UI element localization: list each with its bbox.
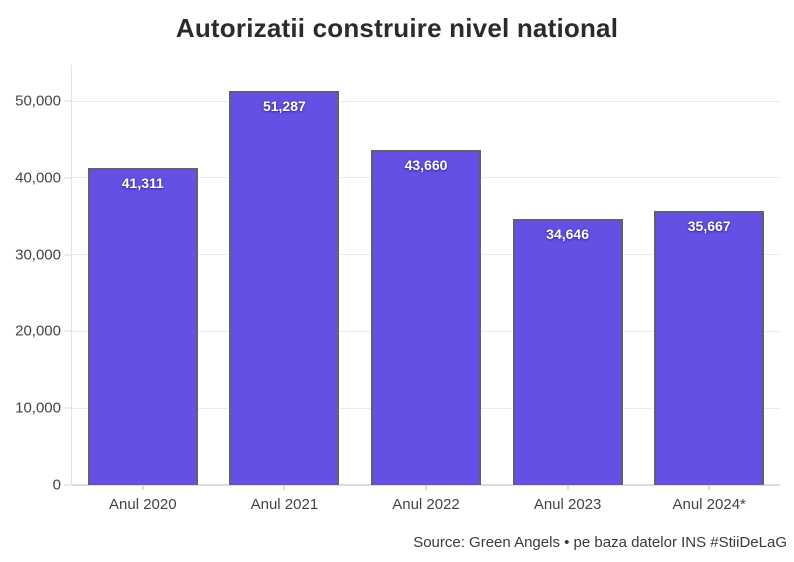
bar-value-label: 41,311 — [121, 174, 164, 191]
y-axis-tick — [64, 100, 71, 103]
bar-value-label: 35,667 — [687, 218, 731, 235]
x-axis-tick-label: Anul 2022 — [392, 496, 460, 513]
x-axis-tick — [708, 485, 711, 490]
bar-value-label: 43,660 — [404, 156, 448, 173]
y-axis-tick-label: 50,000 — [15, 92, 61, 110]
plot-area: 0 10,000 20,000 30,000 40,000 50,000 41,311 Anu… — [15, 65, 780, 513]
source-caption: Source: Green Angels • pe baza datelor I… — [413, 534, 787, 551]
chart-title: Autorizatii construire nivel national — [175, 13, 619, 43]
bar-anul-2024: 35,667 — [654, 211, 765, 485]
y-axis-tick — [64, 253, 71, 256]
y-axis-tick — [64, 330, 71, 333]
bar-anul-2022: 43,660 — [371, 149, 481, 485]
y-axis-tick-label: 30,000 — [15, 246, 61, 264]
y-axis-tick-label: 0 — [52, 476, 61, 494]
y-axis-tick — [64, 484, 71, 486]
x-axis-tick — [141, 485, 144, 490]
y-axis-tick-label: 10,000 — [15, 399, 61, 417]
x-axis-tick — [283, 485, 286, 490]
y-axis-tick-label: 40,000 — [15, 169, 61, 187]
x-axis-tick-label: Anul 2021 — [250, 496, 319, 513]
bar-anul-2021: 51,287 — [229, 91, 340, 485]
bar-value-label: 34,646 — [546, 225, 589, 242]
bar-anul-2023: 34,646 — [512, 218, 623, 485]
x-axis-tick-label: Anul 2020 — [109, 496, 177, 513]
y-axis-tick-label: 20,000 — [15, 322, 61, 340]
y-axis-tick — [64, 176, 71, 179]
bar-anul-2020: 41,311 — [87, 167, 198, 485]
x-axis-tick — [566, 485, 569, 490]
gridline — [72, 100, 780, 102]
y-axis-line — [71, 65, 72, 485]
bar-value-label: 51,287 — [262, 98, 306, 115]
x-axis-tick — [425, 485, 427, 490]
x-axis-tick-label: Anul 2024* — [672, 496, 746, 513]
x-axis-tick-label: Anul 2023 — [533, 496, 602, 513]
y-axis-tick — [64, 407, 71, 410]
